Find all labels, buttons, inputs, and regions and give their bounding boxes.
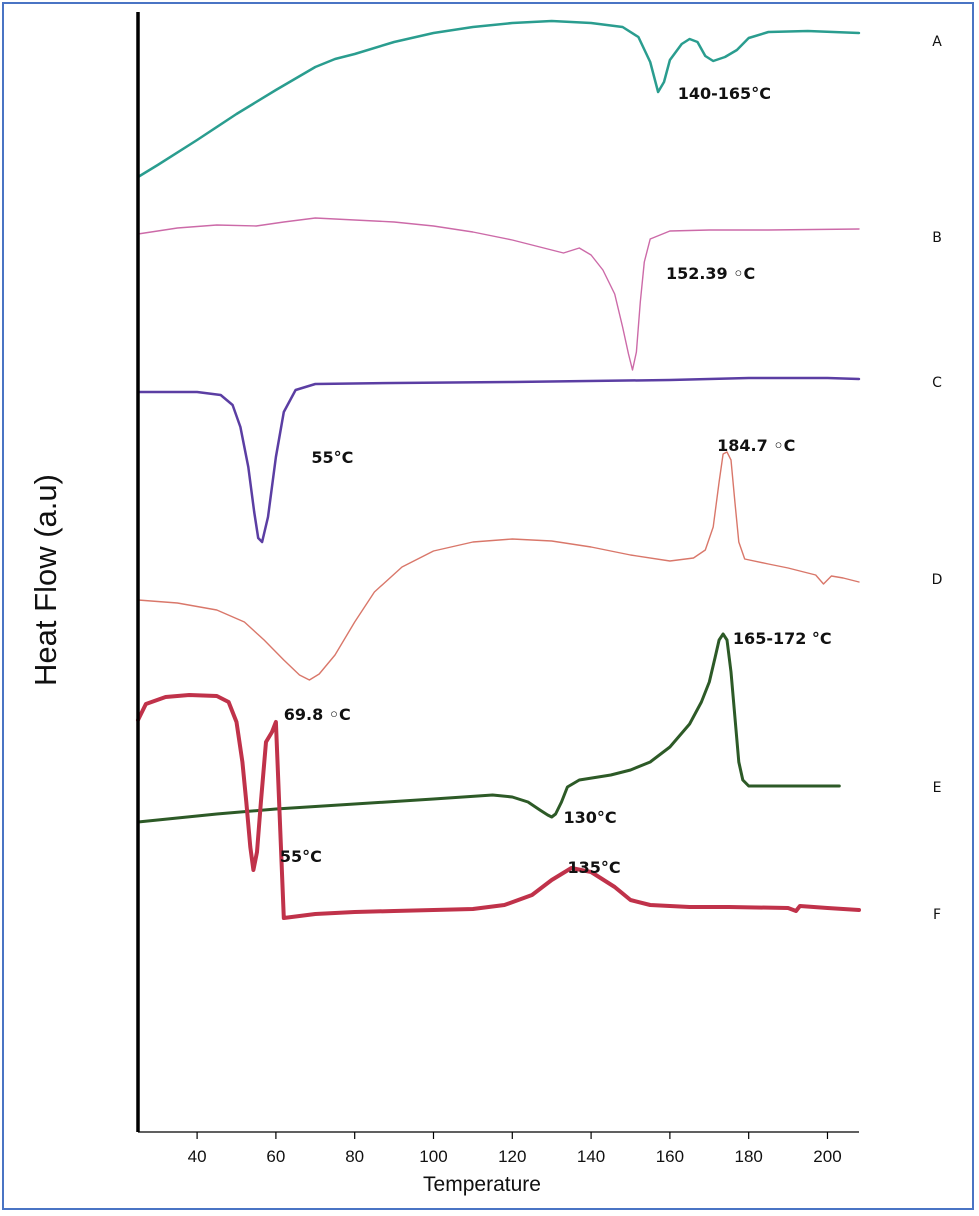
annotations-layer: 140-165°C 152.39 ◦C 55°C 69.8 ◦C 130°C 55°C 18… (280, 34, 943, 923)
curve-a (136, 19, 861, 179)
curve-b (137, 217, 860, 371)
curve-c (136, 376, 861, 544)
x-axis-label: Temperature (423, 1173, 541, 1196)
x-tick-label: 200 (813, 1147, 841, 1166)
peak-annotation-1: 184.7 ◦C (717, 436, 795, 455)
curve-label-b: B (932, 230, 942, 246)
curve-d (137, 451, 860, 681)
x-tick-label: 80 (345, 1147, 364, 1166)
annotation-d: 69.8 ◦C (284, 705, 351, 724)
x-tick-label: 180 (734, 1147, 762, 1166)
curve-label-e: E (933, 780, 942, 796)
x-tick-label: 60 (266, 1147, 285, 1166)
x-tick-label: 120 (498, 1147, 526, 1166)
y-axis-label: Heat Flow (a.u) (28, 474, 63, 686)
annotation-a: 140-165°C (678, 84, 771, 103)
annotation-e: 130°C (564, 808, 617, 827)
peak-annotation-3: 135°C (567, 858, 620, 877)
annotation-c: 55°C (311, 448, 353, 467)
curve-e (136, 632, 841, 824)
curves-layer (136, 19, 861, 920)
curve-label-a: A (932, 34, 942, 50)
curve-label-d: D (932, 572, 943, 588)
annotation-f: 55°C (280, 847, 322, 866)
x-ticks: 40 60 80 100 120 140 160 180 200 (188, 1132, 842, 1166)
x-tick-label: 40 (188, 1147, 207, 1166)
curve-label-c: C (932, 375, 942, 391)
x-tick-label: 140 (577, 1147, 605, 1166)
x-tick-label: 100 (419, 1147, 447, 1166)
annotation-b: 152.39 ◦C (666, 264, 755, 283)
dsc-chart: 140-165°C 152.39 ◦C 55°C 69.8 ◦C 130°C 55°C 18… (28, 12, 943, 1196)
peak-annotation-2: 165-172 °C (733, 629, 832, 648)
x-tick-label: 160 (656, 1147, 684, 1166)
curve-f (136, 693, 861, 920)
curve-label-f: F (933, 907, 941, 923)
